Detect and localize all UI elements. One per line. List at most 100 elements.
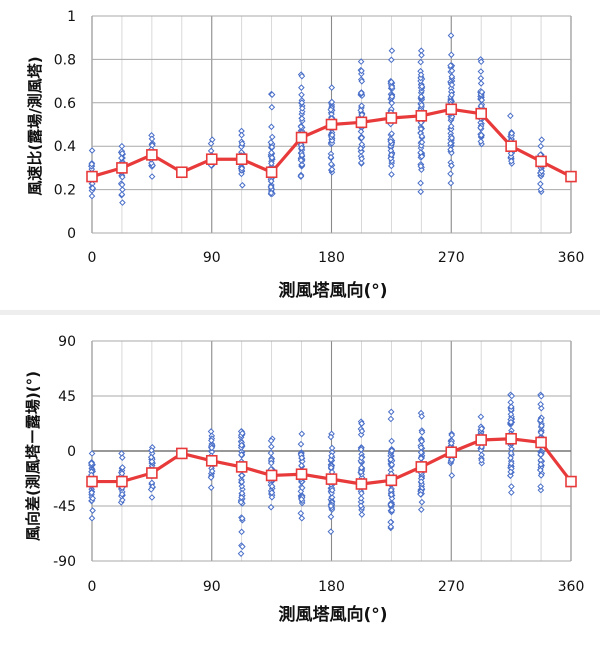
y-tick-label: 0.2 <box>54 183 76 199</box>
scatter-point <box>417 455 425 462</box>
scatter-point <box>388 99 396 107</box>
scatter-point <box>477 124 484 132</box>
scatter-point <box>88 460 95 467</box>
scatter-point <box>447 146 454 153</box>
y-tick-label: 0.6 <box>54 96 76 112</box>
scatter-point <box>358 77 366 85</box>
scatter-point <box>208 467 216 475</box>
scatter-point <box>507 150 515 157</box>
scatter-point <box>507 468 515 476</box>
scatter-point <box>388 78 395 86</box>
average-marker <box>565 170 577 183</box>
scatter-point <box>148 494 156 501</box>
scatter-point <box>477 446 485 454</box>
scatter-point <box>448 67 456 75</box>
scatter-point <box>387 408 395 416</box>
scatter-point <box>357 495 365 502</box>
scatter-point <box>358 134 365 142</box>
scatter-point <box>388 93 396 100</box>
scatter-point <box>357 446 365 453</box>
scatter-point <box>387 138 395 145</box>
scatter-point <box>268 493 276 501</box>
x-tick-labels: 0 90 180 270 360 <box>88 579 585 595</box>
scatter-point <box>448 472 456 479</box>
average-marker <box>235 153 248 166</box>
scatter-point <box>298 84 305 91</box>
scatter-point <box>478 88 486 96</box>
scatter-point <box>298 495 305 503</box>
x-tick-labels: 0 90 180 270 360 <box>88 250 585 266</box>
scatter-point <box>537 180 544 188</box>
scatter-point <box>267 459 275 467</box>
scatter-point <box>448 51 455 59</box>
average-marker <box>565 475 577 488</box>
x-axis-title: 測風塔風向(°) <box>278 604 387 625</box>
scatter-point <box>267 183 275 191</box>
scatter-point <box>448 439 455 447</box>
scatter-point <box>537 417 544 424</box>
scatter-point <box>118 150 126 157</box>
scatter-point <box>538 167 545 175</box>
scatter-point <box>239 429 246 437</box>
scatter-point <box>268 149 275 156</box>
scatter-point <box>537 466 544 474</box>
scatter-point <box>387 523 395 531</box>
scatter-point <box>417 58 424 66</box>
average-marker <box>535 436 547 449</box>
scatter-point <box>357 107 365 114</box>
scatter-point <box>388 447 396 454</box>
scatter-point <box>537 483 544 490</box>
scatter-point <box>537 142 545 150</box>
y-tick-label: 0 <box>67 444 76 460</box>
scatter-point <box>148 458 156 465</box>
scatter-point <box>538 422 545 430</box>
scatter-point <box>417 179 424 187</box>
scatter-point <box>327 502 335 510</box>
average-marker <box>295 468 308 481</box>
scatter-point <box>357 468 365 476</box>
scatter-point <box>418 132 426 140</box>
scatter-point <box>268 133 276 141</box>
scatter-point <box>357 58 365 65</box>
x-tick-label: 180 <box>318 579 345 595</box>
average-marker <box>415 110 428 122</box>
scatter-point <box>358 159 365 167</box>
scatter-point <box>238 489 246 497</box>
average-marker <box>205 153 218 166</box>
y-tick-labels: -90 -45 0 45 90 <box>53 334 76 570</box>
average-marker <box>146 149 158 161</box>
scatter-point <box>328 444 336 452</box>
scatter-point <box>508 392 516 400</box>
scatter-point <box>118 173 126 181</box>
scatter-point <box>477 80 485 87</box>
average-marker <box>445 103 458 116</box>
scatter-point <box>357 502 365 510</box>
scatter-point <box>448 73 456 80</box>
scatter-point <box>358 427 366 435</box>
average-marker <box>116 162 128 174</box>
scatter-point <box>418 153 426 160</box>
scatter-point <box>388 83 396 91</box>
wind-direction-difference-plot: -90 -45 0 45 90 0 90 180 270 360 測風塔風向(°) 風向差(測風… <box>24 334 585 625</box>
scatter-point <box>298 99 306 106</box>
scatter-point <box>298 115 306 122</box>
scatter-point <box>508 130 516 137</box>
scatter-point <box>357 128 365 135</box>
scatter-point <box>327 433 335 441</box>
scatter-point <box>417 478 425 485</box>
y-tick-labels: 0 0.2 0.4 0.6 0.8 1 <box>54 9 76 242</box>
scatter-point <box>388 461 396 468</box>
scatter-point <box>267 437 275 445</box>
scatter-point <box>118 181 126 189</box>
scatter-point <box>267 139 275 146</box>
scatter-point <box>417 491 424 498</box>
scatter-point <box>298 484 306 492</box>
scatter-point <box>448 134 456 142</box>
average-marker <box>205 454 218 467</box>
scatter-point <box>119 496 126 504</box>
x-tick-label: 270 <box>438 250 465 266</box>
average-marker <box>505 140 517 152</box>
scatter-point <box>298 105 306 112</box>
average-marker <box>355 478 368 490</box>
average-marker <box>176 166 188 179</box>
